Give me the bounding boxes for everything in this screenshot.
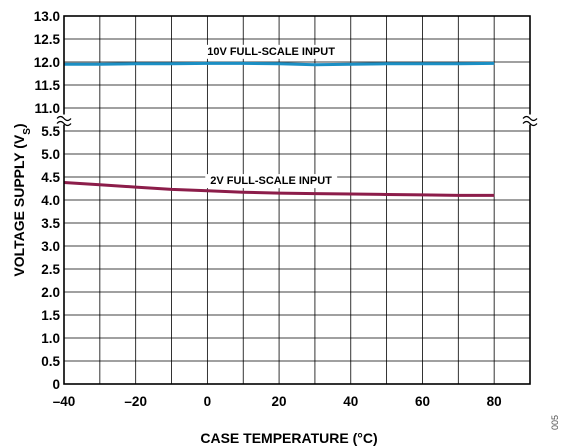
- axis-break-mark: [56, 115, 72, 122]
- plot-frame: [63, 15, 531, 385]
- y-tick-label: 13.0: [34, 9, 60, 24]
- y-axis-title-main: VOLTAGE SUPPLY (V: [11, 134, 27, 277]
- y-tick-labels: 13.0 12.5 12.0 11.5 11.0 5.5 5.0 4.5 4.0 3.5 3.0 2.…: [34, 9, 61, 392]
- figure-id: 005: [550, 415, 560, 430]
- series-label-background: [205, 174, 338, 189]
- x-tick-label: 60: [415, 394, 430, 409]
- y-tick-label: 3.0: [41, 239, 60, 254]
- y-tick-label: 2.5: [41, 262, 60, 277]
- axis-break-marks: [56, 114, 538, 127]
- series-label: 2V FULL-SCALE INPUT: [205, 174, 338, 189]
- x-tick-labels: –40 –20 0 20 40 60 80: [53, 394, 502, 409]
- x-tick-label: –20: [124, 394, 147, 409]
- x-axis-title: CASE TEMPERATURE (°C): [200, 430, 377, 446]
- y-tick-label: 5.5: [41, 124, 60, 139]
- y-tick-label: 1.0: [41, 331, 60, 346]
- series-label-text: 10V FULL-SCALE INPUT: [207, 46, 335, 58]
- axis-break-mark: [522, 120, 538, 127]
- series-line: [63, 181, 495, 197]
- series-lines: [63, 61, 495, 197]
- y-tick-label: 0.5: [41, 354, 60, 369]
- axis-break-mark: [56, 120, 72, 127]
- y-axis-title: VOLTAGE SUPPLY (VS): [11, 123, 33, 276]
- series-labels: 10V FULL-SCALE INPUT 2V FULL-SCALE INPUT: [202, 44, 341, 189]
- y-tick-label: 2.0: [41, 285, 60, 300]
- y-tick-label: 0: [52, 377, 60, 392]
- series-label-text: 2V FULL-SCALE INPUT: [210, 175, 332, 187]
- y-axis-title-subscript: S: [22, 128, 33, 135]
- y-tick-label: 12.5: [34, 32, 61, 47]
- y-tick-label: 11.5: [34, 78, 60, 93]
- y-tick-label: 12.0: [34, 55, 60, 70]
- y-tick-label: 4.5: [41, 170, 60, 185]
- x-tick-label: 40: [343, 394, 358, 409]
- x-tick-label: 0: [204, 394, 212, 409]
- series-label: 10V FULL-SCALE INPUT: [202, 44, 341, 59]
- axis-break-mark: [522, 115, 538, 122]
- x-tick-label: 80: [487, 394, 502, 409]
- y-axis-title-end: ): [11, 123, 27, 128]
- axis-break-mask: [523, 114, 537, 125]
- y-tick-label: 11.0: [34, 101, 60, 116]
- gridlines: [64, 16, 530, 384]
- y-tick-label: 3.5: [41, 216, 60, 231]
- x-tick-label: 20: [272, 394, 287, 409]
- y-tick-label: 1.5: [41, 308, 60, 323]
- axis-break-mask: [57, 114, 71, 125]
- x-tick-label: –40: [53, 394, 76, 409]
- series-line: [64, 61, 495, 67]
- y-tick-label: 4.0: [41, 193, 60, 208]
- y-tick-label: 5.0: [41, 147, 60, 162]
- series-label-background: [202, 44, 341, 59]
